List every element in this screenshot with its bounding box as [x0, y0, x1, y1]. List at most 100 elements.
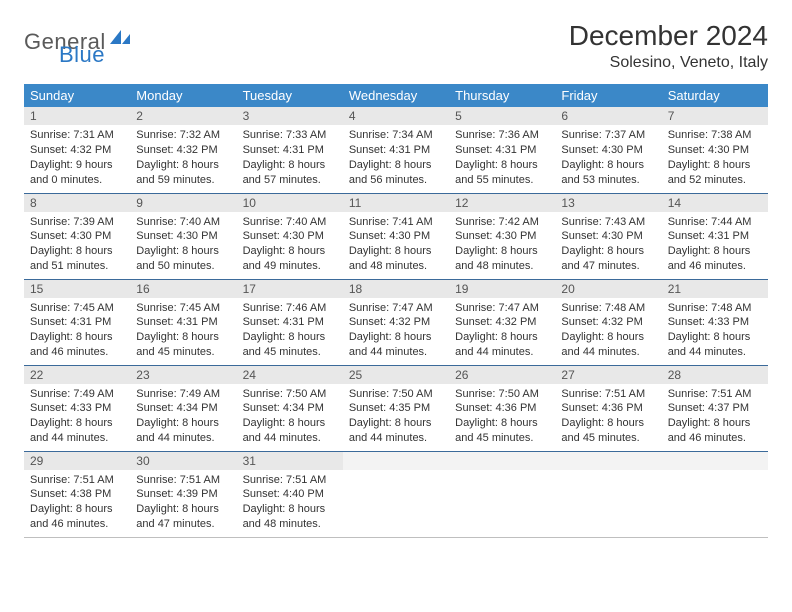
day-number: 16	[130, 280, 236, 298]
calendar-cell: 20Sunrise: 7:48 AMSunset: 4:32 PMDayligh…	[555, 279, 661, 365]
calendar-cell: 17Sunrise: 7:46 AMSunset: 4:31 PMDayligh…	[237, 279, 343, 365]
calendar-cell	[449, 451, 555, 537]
day-number: 23	[130, 366, 236, 384]
day-content: Sunrise: 7:51 AMSunset: 4:40 PMDaylight:…	[237, 470, 343, 536]
day-content: Sunrise: 7:49 AMSunset: 4:33 PMDaylight:…	[24, 384, 130, 450]
day-content: Sunrise: 7:51 AMSunset: 4:36 PMDaylight:…	[555, 384, 661, 450]
day-content: Sunrise: 7:40 AMSunset: 4:30 PMDaylight:…	[237, 212, 343, 278]
calendar-cell: 6Sunrise: 7:37 AMSunset: 4:30 PMDaylight…	[555, 107, 661, 193]
day-number: 30	[130, 452, 236, 470]
day-content: Sunrise: 7:47 AMSunset: 4:32 PMDaylight:…	[343, 298, 449, 364]
day-number: 12	[449, 194, 555, 212]
calendar-cell: 18Sunrise: 7:47 AMSunset: 4:32 PMDayligh…	[343, 279, 449, 365]
calendar-cell: 30Sunrise: 7:51 AMSunset: 4:39 PMDayligh…	[130, 451, 236, 537]
day-content: Sunrise: 7:50 AMSunset: 4:36 PMDaylight:…	[449, 384, 555, 450]
day-number: 6	[555, 107, 661, 125]
calendar-row: 22Sunrise: 7:49 AMSunset: 4:33 PMDayligh…	[24, 365, 768, 451]
day-number: 28	[662, 366, 768, 384]
dh-mon: Monday	[130, 84, 236, 107]
calendar-cell	[343, 451, 449, 537]
day-content: Sunrise: 7:51 AMSunset: 4:37 PMDaylight:…	[662, 384, 768, 450]
calendar-cell: 9Sunrise: 7:40 AMSunset: 4:30 PMDaylight…	[130, 193, 236, 279]
dh-sat: Saturday	[662, 84, 768, 107]
day-number: 29	[24, 452, 130, 470]
day-number: 2	[130, 107, 236, 125]
day-number: 24	[237, 366, 343, 384]
day-content: Sunrise: 7:50 AMSunset: 4:34 PMDaylight:…	[237, 384, 343, 450]
calendar-cell: 19Sunrise: 7:47 AMSunset: 4:32 PMDayligh…	[449, 279, 555, 365]
dh-thu: Thursday	[449, 84, 555, 107]
day-number: 27	[555, 366, 661, 384]
day-content: Sunrise: 7:45 AMSunset: 4:31 PMDaylight:…	[24, 298, 130, 364]
calendar-cell: 12Sunrise: 7:42 AMSunset: 4:30 PMDayligh…	[449, 193, 555, 279]
day-content: Sunrise: 7:48 AMSunset: 4:33 PMDaylight:…	[662, 298, 768, 364]
day-number: 11	[343, 194, 449, 212]
day-content: Sunrise: 7:48 AMSunset: 4:32 PMDaylight:…	[555, 298, 661, 364]
day-content: Sunrise: 7:47 AMSunset: 4:32 PMDaylight:…	[449, 298, 555, 364]
day-number-empty	[343, 452, 449, 470]
day-content: Sunrise: 7:50 AMSunset: 4:35 PMDaylight:…	[343, 384, 449, 450]
day-content: Sunrise: 7:40 AMSunset: 4:30 PMDaylight:…	[130, 212, 236, 278]
day-number: 5	[449, 107, 555, 125]
day-content: Sunrise: 7:51 AMSunset: 4:39 PMDaylight:…	[130, 470, 236, 536]
calendar-cell: 24Sunrise: 7:50 AMSunset: 4:34 PMDayligh…	[237, 365, 343, 451]
brand-sail-icon	[110, 28, 132, 51]
calendar-cell: 11Sunrise: 7:41 AMSunset: 4:30 PMDayligh…	[343, 193, 449, 279]
calendar-cell: 4Sunrise: 7:34 AMSunset: 4:31 PMDaylight…	[343, 107, 449, 193]
day-number-empty	[555, 452, 661, 470]
day-number-empty	[449, 452, 555, 470]
calendar-cell: 27Sunrise: 7:51 AMSunset: 4:36 PMDayligh…	[555, 365, 661, 451]
day-number: 10	[237, 194, 343, 212]
calendar-row: 29Sunrise: 7:51 AMSunset: 4:38 PMDayligh…	[24, 451, 768, 537]
day-number: 1	[24, 107, 130, 125]
calendar-cell: 3Sunrise: 7:33 AMSunset: 4:31 PMDaylight…	[237, 107, 343, 193]
calendar-cell: 15Sunrise: 7:45 AMSunset: 4:31 PMDayligh…	[24, 279, 130, 365]
day-number: 14	[662, 194, 768, 212]
calendar-cell: 26Sunrise: 7:50 AMSunset: 4:36 PMDayligh…	[449, 365, 555, 451]
month-title: December 2024	[569, 20, 768, 52]
calendar-cell: 13Sunrise: 7:43 AMSunset: 4:30 PMDayligh…	[555, 193, 661, 279]
calendar-cell: 1Sunrise: 7:31 AMSunset: 4:32 PMDaylight…	[24, 107, 130, 193]
calendar-cell: 23Sunrise: 7:49 AMSunset: 4:34 PMDayligh…	[130, 365, 236, 451]
day-number: 20	[555, 280, 661, 298]
calendar-cell: 21Sunrise: 7:48 AMSunset: 4:33 PMDayligh…	[662, 279, 768, 365]
calendar-cell: 8Sunrise: 7:39 AMSunset: 4:30 PMDaylight…	[24, 193, 130, 279]
day-content: Sunrise: 7:37 AMSunset: 4:30 PMDaylight:…	[555, 125, 661, 191]
calendar-row: 1Sunrise: 7:31 AMSunset: 4:32 PMDaylight…	[24, 107, 768, 193]
day-content: Sunrise: 7:32 AMSunset: 4:32 PMDaylight:…	[130, 125, 236, 191]
day-header-row: Sunday Monday Tuesday Wednesday Thursday…	[24, 84, 768, 107]
day-content: Sunrise: 7:34 AMSunset: 4:31 PMDaylight:…	[343, 125, 449, 191]
day-content: Sunrise: 7:33 AMSunset: 4:31 PMDaylight:…	[237, 125, 343, 191]
day-content: Sunrise: 7:42 AMSunset: 4:30 PMDaylight:…	[449, 212, 555, 278]
day-content: Sunrise: 7:45 AMSunset: 4:31 PMDaylight:…	[130, 298, 236, 364]
calendar-cell: 5Sunrise: 7:36 AMSunset: 4:31 PMDaylight…	[449, 107, 555, 193]
day-number: 17	[237, 280, 343, 298]
calendar-cell: 14Sunrise: 7:44 AMSunset: 4:31 PMDayligh…	[662, 193, 768, 279]
day-number-empty	[662, 452, 768, 470]
calendar-cell: 2Sunrise: 7:32 AMSunset: 4:32 PMDaylight…	[130, 107, 236, 193]
day-content: Sunrise: 7:51 AMSunset: 4:38 PMDaylight:…	[24, 470, 130, 536]
day-content: Sunrise: 7:38 AMSunset: 4:30 PMDaylight:…	[662, 125, 768, 191]
dh-fri: Friday	[555, 84, 661, 107]
day-content: Sunrise: 7:36 AMSunset: 4:31 PMDaylight:…	[449, 125, 555, 191]
calendar-cell	[662, 451, 768, 537]
day-number: 31	[237, 452, 343, 470]
brand-word-2: Blue	[59, 42, 105, 67]
calendar-cell: 22Sunrise: 7:49 AMSunset: 4:33 PMDayligh…	[24, 365, 130, 451]
calendar-cell	[555, 451, 661, 537]
title-block: December 2024 Solesino, Veneto, Italy	[569, 20, 768, 72]
day-number: 19	[449, 280, 555, 298]
page-header: General Blue December 2024 Solesino, Ven…	[24, 20, 768, 72]
calendar-row: 15Sunrise: 7:45 AMSunset: 4:31 PMDayligh…	[24, 279, 768, 365]
day-number: 7	[662, 107, 768, 125]
day-number: 18	[343, 280, 449, 298]
day-number: 13	[555, 194, 661, 212]
day-content: Sunrise: 7:31 AMSunset: 4:32 PMDaylight:…	[24, 125, 130, 191]
calendar-cell: 10Sunrise: 7:40 AMSunset: 4:30 PMDayligh…	[237, 193, 343, 279]
brand-logo: General Blue	[24, 20, 132, 55]
dh-tue: Tuesday	[237, 84, 343, 107]
day-number: 21	[662, 280, 768, 298]
day-number: 25	[343, 366, 449, 384]
calendar-row: 8Sunrise: 7:39 AMSunset: 4:30 PMDaylight…	[24, 193, 768, 279]
calendar-cell: 7Sunrise: 7:38 AMSunset: 4:30 PMDaylight…	[662, 107, 768, 193]
